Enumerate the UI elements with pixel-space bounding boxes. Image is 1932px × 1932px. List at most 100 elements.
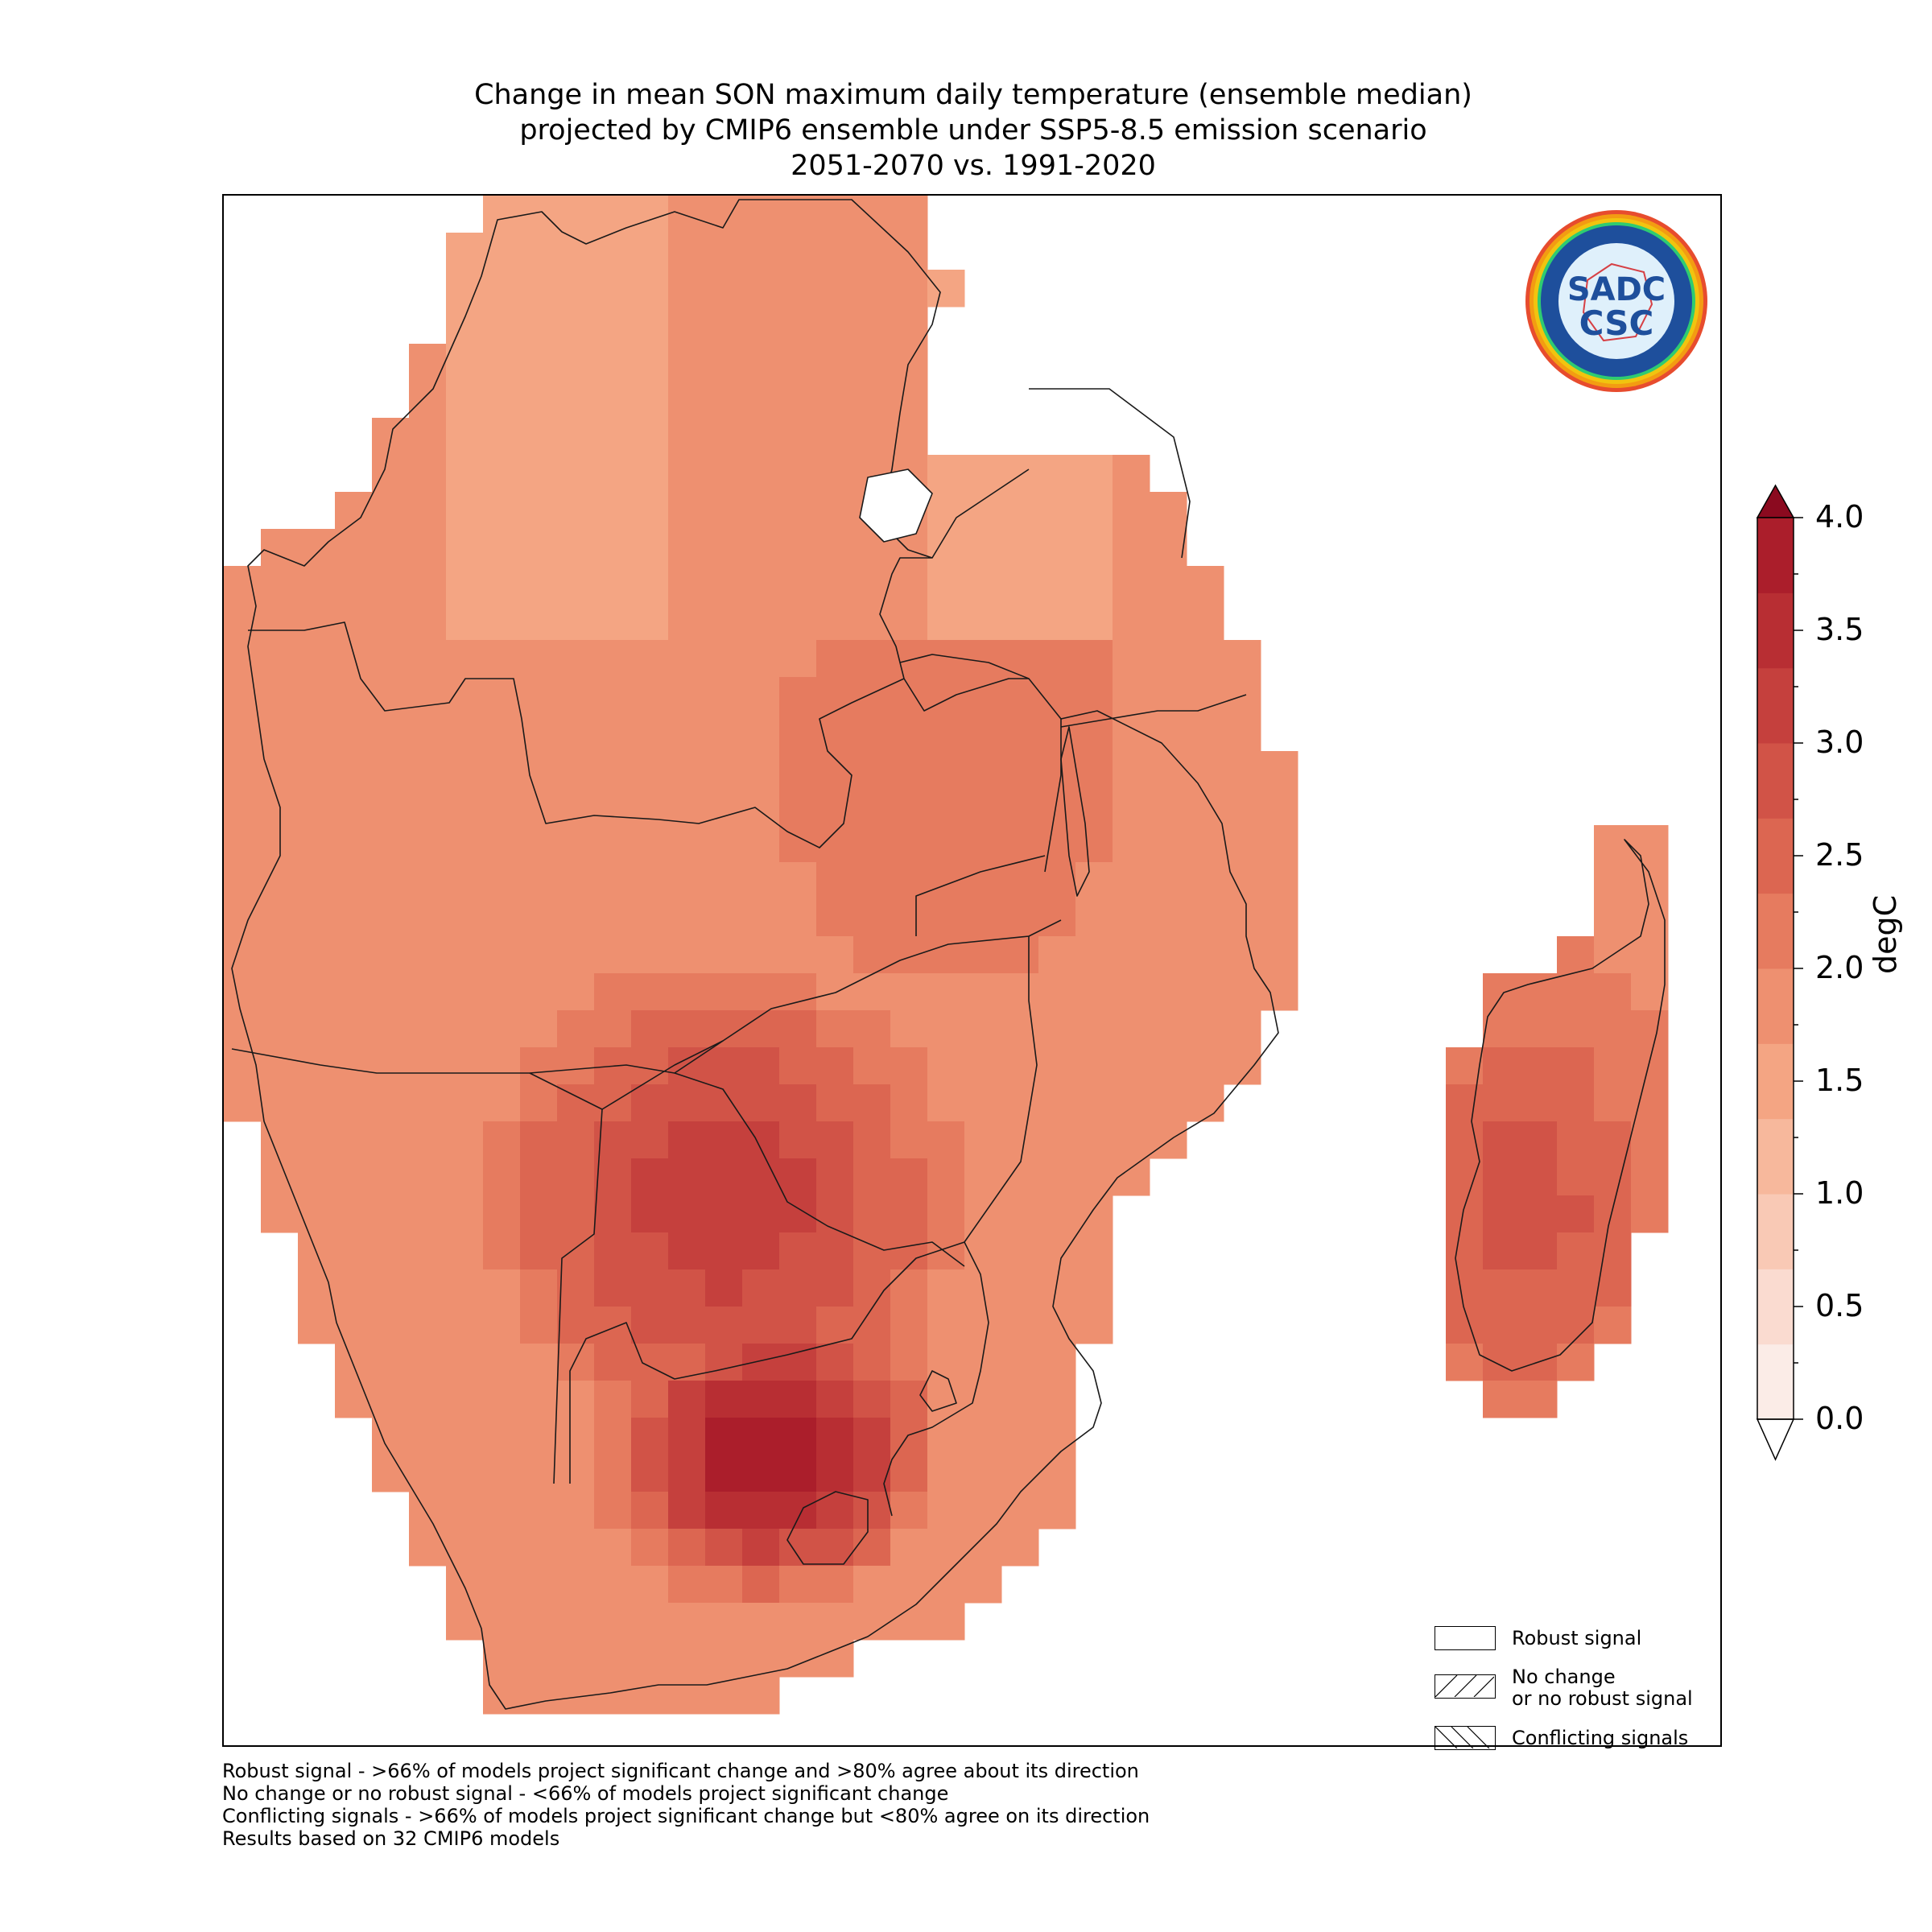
grid-cell: [483, 825, 521, 863]
grid-cell: [890, 1418, 928, 1455]
grid-cell: [890, 307, 928, 345]
grid-cell: [668, 899, 706, 937]
grid-cell: [1075, 862, 1113, 900]
grid-cell: [668, 1492, 706, 1530]
grid-cell: [372, 1084, 410, 1122]
grid-cell: [520, 714, 558, 752]
grid-cell: [446, 1047, 484, 1085]
grid-cell: [964, 1307, 1002, 1344]
grid-cell: [409, 1381, 447, 1418]
grid-cell: [705, 603, 743, 641]
grid-cell: [1483, 1344, 1521, 1381]
grid-cell: [557, 381, 595, 419]
grid-cell: [890, 1047, 928, 1085]
grid-cell: [1113, 788, 1150, 826]
grid-cell: [372, 788, 410, 826]
grid-cell: [816, 233, 854, 270]
grid-cell: [1150, 566, 1187, 604]
grid-cell: [335, 529, 373, 567]
grid-cell: [1113, 492, 1150, 530]
grid-cell: [1001, 677, 1039, 715]
grid-cell: [594, 381, 632, 419]
grid-cell: [890, 714, 928, 752]
grid-cell: [483, 788, 521, 826]
grid-cell: [224, 640, 262, 678]
grid-cell: [890, 1529, 928, 1567]
grid-cell: [779, 1269, 817, 1307]
grid-cell: [1038, 1084, 1076, 1122]
legend-no-change-label-2: or no robust signal: [1512, 1687, 1693, 1710]
grid-cell: [1594, 1232, 1632, 1270]
grid-cell: [1038, 1195, 1076, 1233]
grid-cell: [705, 1566, 743, 1604]
grid-cell: [779, 529, 817, 567]
grid-cell: [668, 270, 706, 308]
grid-cell: [816, 1381, 854, 1418]
grid-cell: [594, 1418, 632, 1455]
grid-cell: [816, 344, 854, 382]
grid-cell: [927, 1269, 965, 1307]
grid-cell: [853, 1232, 891, 1270]
grid-cell: [890, 1492, 928, 1530]
grid-cell: [816, 529, 854, 567]
grid-cell: [631, 899, 669, 937]
grid-cell: [1150, 973, 1187, 1011]
grid-cell: [1594, 1195, 1632, 1233]
grid-cell: [372, 418, 410, 456]
colorbar-segment: [1757, 743, 1794, 819]
grid-cell: [1001, 899, 1039, 937]
grid-cell: [779, 233, 817, 270]
grid-cell: [816, 1455, 854, 1492]
grid-cell: [1150, 1084, 1187, 1122]
grid-cell: [1001, 936, 1039, 974]
grid-cell: [779, 751, 817, 789]
grid-cell: [1261, 899, 1298, 937]
grid-cell: [631, 1381, 669, 1418]
grid-cell: [483, 1455, 521, 1492]
legend-robust-swatch: [1435, 1626, 1496, 1650]
grid-cell: [1483, 1121, 1521, 1159]
grid-cell: [668, 1677, 706, 1715]
grid-cell: [409, 455, 447, 493]
grid-cell: [483, 1418, 521, 1455]
grid-cell: [409, 1455, 447, 1492]
grid-cell: [853, 1047, 891, 1085]
grid-cell: [927, 1307, 965, 1344]
lake-victoria: [859, 469, 933, 543]
grid-cell: [779, 1603, 817, 1641]
grid-cell: [1038, 492, 1076, 530]
colorbar-segment: [1757, 818, 1794, 894]
grid-cell: [335, 825, 373, 863]
grid-cell: [779, 1455, 817, 1492]
grid-cell: [594, 1603, 632, 1641]
grid-cell: [853, 1603, 891, 1641]
grid-cell: [1038, 936, 1076, 974]
grid-cell: [816, 973, 854, 1011]
grid-cell: [372, 455, 410, 493]
grid-cell: [927, 788, 965, 826]
grid-cell: [816, 1084, 854, 1122]
grid-cell: [1075, 1158, 1113, 1196]
grid-cell: [668, 1381, 706, 1418]
grid-cell: [890, 381, 928, 419]
grid-cell: [1631, 1010, 1669, 1048]
grid-cell: [335, 1084, 373, 1122]
grid-cell: [520, 1455, 558, 1492]
grid-cell: [742, 529, 780, 567]
grid-cell: [742, 418, 780, 456]
grid-cell: [631, 418, 669, 456]
grid-cell: [1001, 788, 1039, 826]
grid-cell: [446, 936, 484, 974]
grid-cell: [779, 1566, 817, 1604]
grid-cell: [705, 899, 743, 937]
grid-cell: [927, 603, 965, 641]
grid-cell: [1631, 936, 1669, 974]
grid-cell: [483, 603, 521, 641]
colorbar-segment: [1757, 893, 1794, 969]
grid-cell: [1038, 1492, 1076, 1530]
grid-cell: [927, 1010, 965, 1048]
grid-cell: [1001, 1232, 1039, 1270]
grid-cell: [816, 936, 854, 974]
grid-cell: [668, 751, 706, 789]
legend-conflicting-swatch: [1435, 1726, 1496, 1750]
